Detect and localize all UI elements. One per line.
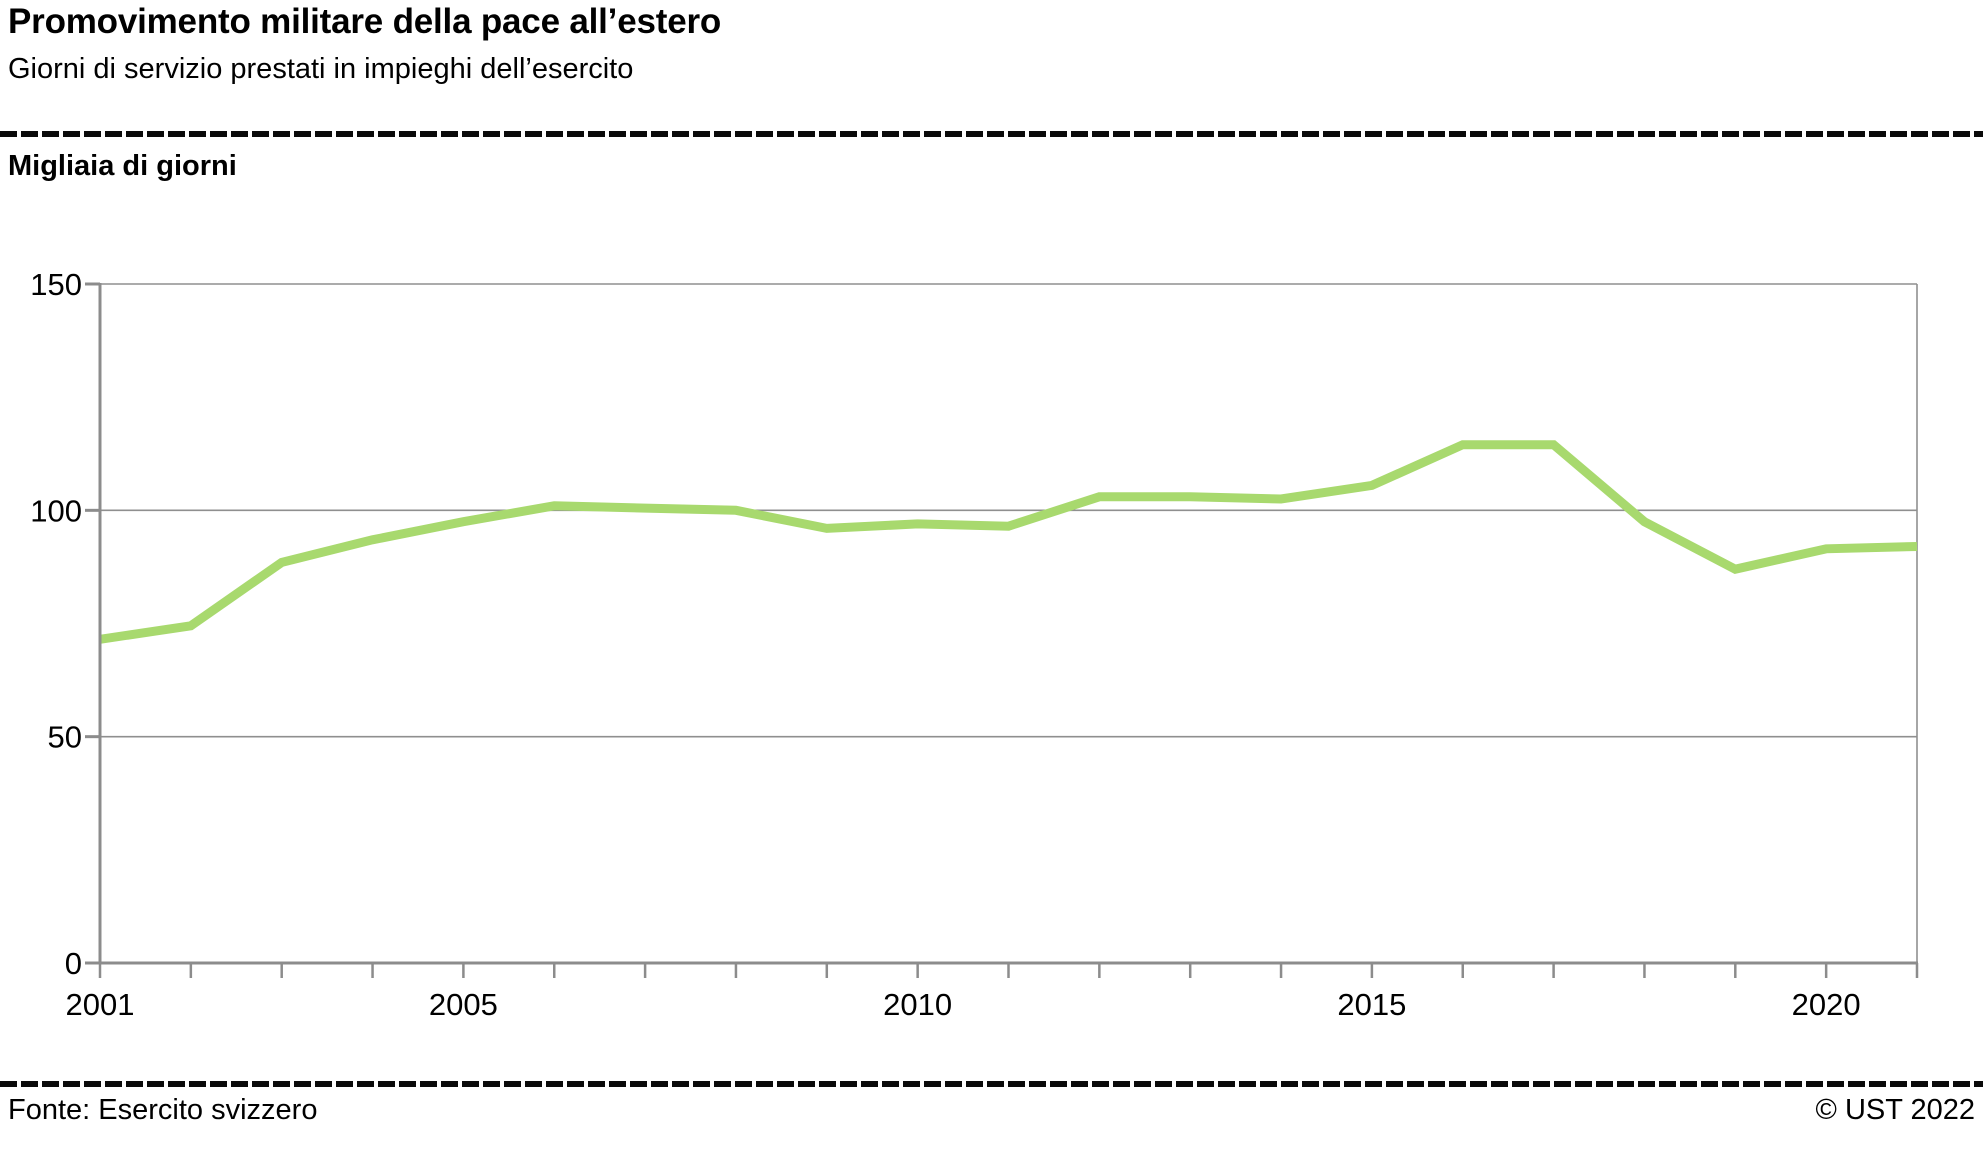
page-title: Promovimento militare della pace all’est… bbox=[8, 2, 722, 41]
source-text: Fonte: Esercito svizzero bbox=[8, 1094, 318, 1126]
y-tick-label-150: 150 bbox=[30, 267, 82, 302]
top-separator-line bbox=[0, 131, 1983, 137]
x-tick-label-2005: 2005 bbox=[429, 987, 498, 1022]
y-axis-units-label: Migliaia di giorni bbox=[8, 150, 237, 182]
x-tick-label-2010: 2010 bbox=[883, 987, 952, 1022]
y-tick-label-0: 0 bbox=[65, 946, 82, 981]
page-subtitle: Giorni di servizio prestati in impieghi … bbox=[8, 53, 634, 85]
y-tick-label-100: 100 bbox=[30, 493, 82, 528]
x-tick-label-2015: 2015 bbox=[1337, 987, 1406, 1022]
bottom-separator-line bbox=[0, 1081, 1983, 1087]
copyright-text: © UST 2022 bbox=[1815, 1094, 1975, 1126]
x-tick-label-2020: 2020 bbox=[1792, 987, 1861, 1022]
y-tick-label-50: 50 bbox=[48, 720, 82, 755]
x-tick-label-2001: 2001 bbox=[66, 987, 135, 1022]
chart-line-series bbox=[99, 440, 1918, 644]
